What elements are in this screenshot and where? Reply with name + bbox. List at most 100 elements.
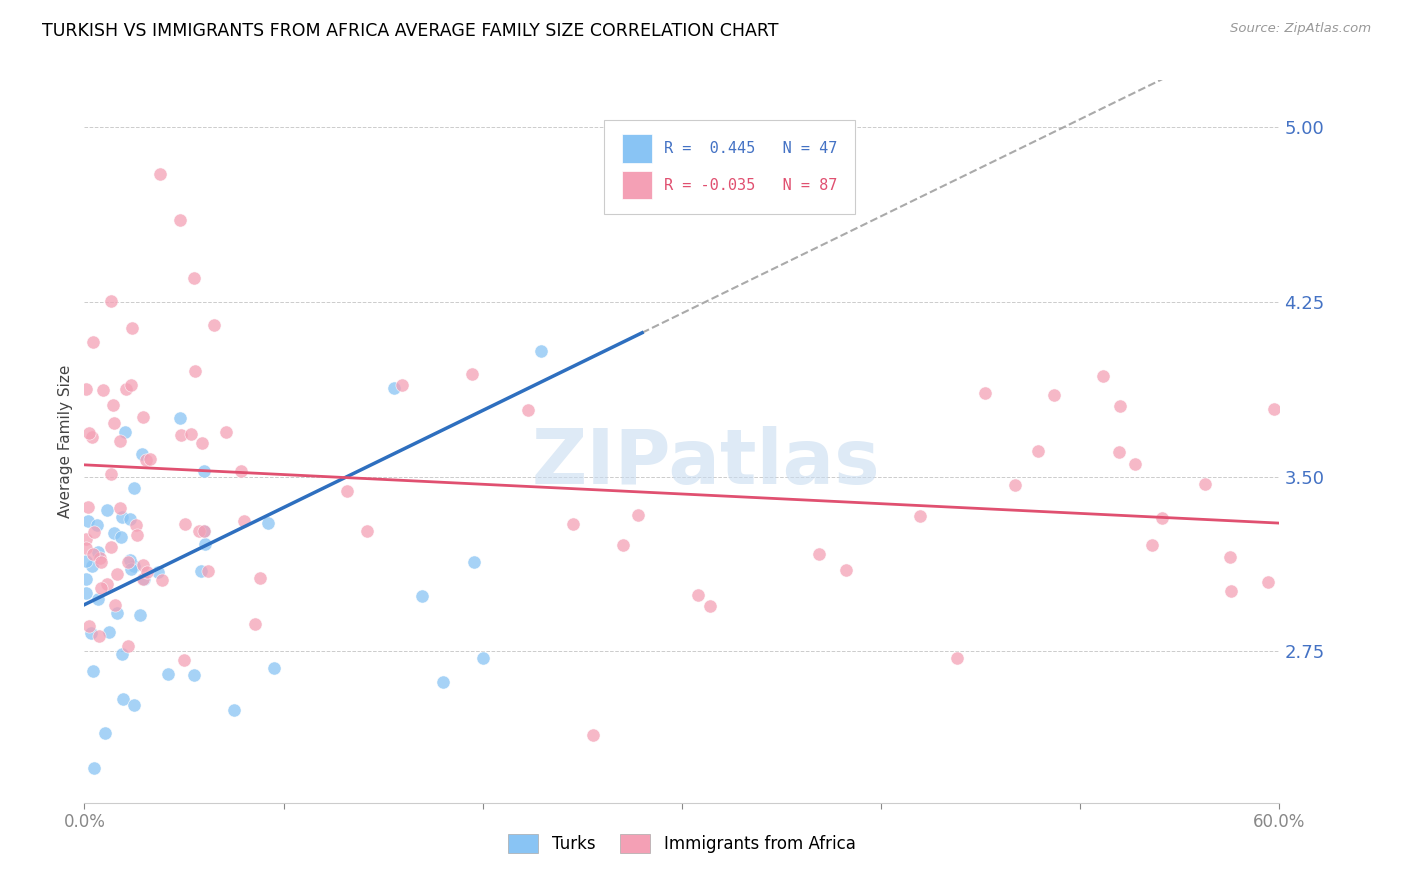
- Point: [75, 572, 97, 586]
- Point: [231, 464, 253, 478]
- Point: [96, 503, 118, 517]
- Text: ZIPatlas: ZIPatlas: [531, 426, 880, 500]
- Point: [626, 508, 648, 523]
- Point: [169, 411, 191, 425]
- Point: [75, 586, 97, 600]
- Point: [77, 514, 100, 528]
- Point: [974, 385, 997, 400]
- Point: [122, 698, 145, 712]
- Point: [193, 524, 215, 538]
- Point: [75, 383, 97, 397]
- Point: [94, 725, 117, 739]
- Point: [103, 525, 125, 540]
- Point: [120, 512, 142, 526]
- Point: [411, 589, 433, 603]
- Point: [188, 524, 211, 538]
- Point: [100, 540, 122, 554]
- Point: [79, 425, 101, 440]
- Point: [1220, 584, 1243, 599]
- Point: [432, 674, 454, 689]
- Point: [699, 599, 721, 613]
- Point: [463, 555, 485, 569]
- Point: [215, 425, 238, 440]
- Point: [111, 510, 134, 524]
- Point: [1108, 445, 1130, 459]
- Point: [77, 619, 100, 633]
- Point: [686, 588, 709, 602]
- Point: [146, 565, 169, 579]
- Point: [460, 367, 482, 381]
- Point: [103, 417, 125, 431]
- Point: [96, 576, 118, 591]
- Point: [129, 608, 152, 623]
- Point: [356, 524, 378, 538]
- Point: [89, 550, 111, 565]
- Point: [157, 667, 180, 681]
- Point: [100, 293, 122, 308]
- Point: [233, 514, 256, 528]
- Point: [135, 453, 157, 467]
- Point: [517, 403, 540, 417]
- Point: [132, 572, 155, 586]
- Point: [582, 728, 605, 742]
- Point: [1043, 388, 1066, 402]
- Point: [529, 343, 551, 358]
- Point: [908, 508, 931, 523]
- Point: [87, 545, 110, 559]
- Point: [1140, 538, 1163, 552]
- Point: [75, 554, 97, 568]
- Point: [1123, 457, 1146, 471]
- Point: [946, 651, 969, 665]
- Y-axis label: Average Family Size: Average Family Size: [58, 365, 73, 518]
- Point: [111, 692, 134, 706]
- Point: [170, 427, 193, 442]
- Point: [111, 647, 134, 661]
- Point: [1219, 549, 1241, 564]
- Point: [104, 598, 127, 612]
- Point: [807, 547, 830, 561]
- Point: [103, 398, 125, 412]
- Point: [121, 320, 143, 334]
- Point: [80, 626, 103, 640]
- Text: R = -0.035   N = 87: R = -0.035 N = 87: [664, 178, 838, 193]
- Point: [118, 553, 141, 567]
- Point: [115, 382, 138, 396]
- Point: [86, 518, 108, 533]
- Point: [75, 541, 97, 555]
- Point: [110, 434, 132, 449]
- Point: [249, 571, 271, 585]
- Point: [114, 425, 136, 439]
- Point: [180, 427, 202, 442]
- Point: [117, 639, 139, 653]
- Point: [174, 516, 197, 531]
- Point: [90, 581, 112, 595]
- Point: [197, 565, 219, 579]
- Text: Source: ZipAtlas.com: Source: ZipAtlas.com: [1230, 22, 1371, 36]
- Point: [91, 384, 114, 398]
- Point: [136, 565, 159, 579]
- Point: [120, 562, 142, 576]
- Point: [80, 559, 103, 574]
- Point: [263, 660, 285, 674]
- Point: [222, 702, 245, 716]
- Point: [87, 629, 110, 643]
- Point: [1263, 401, 1285, 416]
- Point: [80, 430, 103, 444]
- Point: [100, 467, 122, 481]
- Point: [562, 516, 585, 531]
- Point: [120, 378, 142, 392]
- Point: [471, 651, 494, 665]
- Point: [1194, 476, 1216, 491]
- Point: [97, 624, 120, 639]
- Point: [1091, 369, 1114, 384]
- Point: [149, 167, 172, 181]
- Point: [612, 538, 634, 552]
- Point: [194, 537, 217, 551]
- Point: [122, 481, 145, 495]
- Point: [108, 500, 131, 515]
- Point: [191, 436, 214, 450]
- Point: [1257, 574, 1279, 589]
- Bar: [623, 135, 652, 163]
- Point: [183, 667, 205, 681]
- Point: [83, 525, 105, 540]
